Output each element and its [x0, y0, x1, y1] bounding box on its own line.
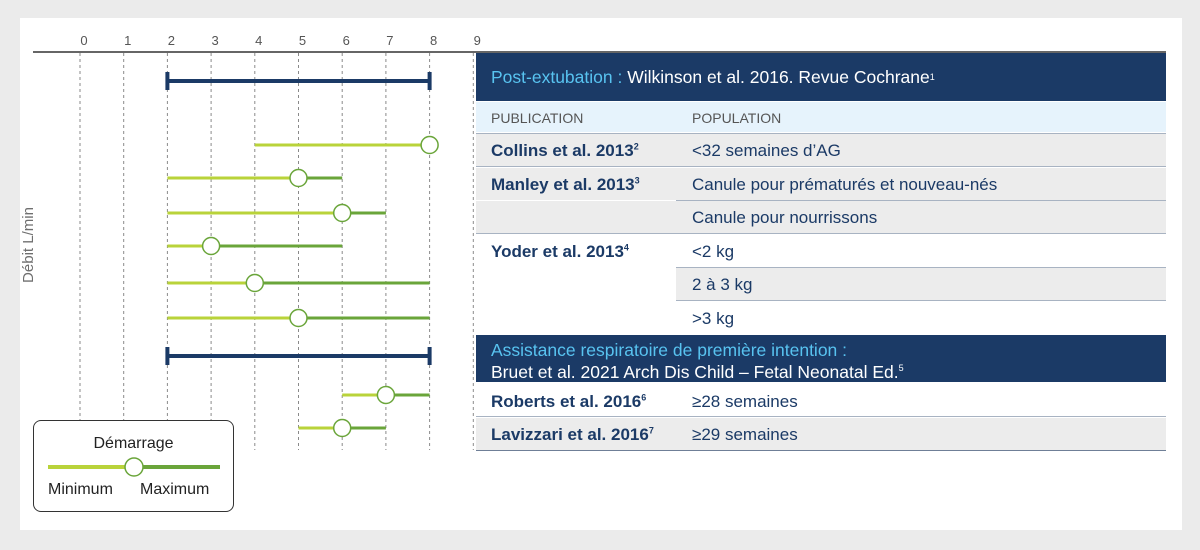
publication-cell: Roberts et al. 20166: [491, 392, 646, 412]
first-intention-source: Bruet et al. 2021 Arch Dis Child – Fetal…: [491, 361, 899, 382]
legend-min-label: Minimum: [48, 481, 113, 498]
publication-name: Yoder et al. 2013: [491, 242, 624, 261]
y-axis-label: Débit L/min: [20, 207, 37, 283]
table-row-yoder-2: 2 à 3 kg: [476, 268, 1166, 300]
population-cell: Canule pour prématurés et nouveau-nés: [692, 175, 998, 194]
population-cell: 2 à 3 kg: [692, 275, 753, 294]
start-marker: [376, 385, 396, 405]
post-extubation-header: Post-extubation : Wilkinson et al. 2016.…: [476, 53, 1166, 101]
publication-name: Collins et al. 2013: [491, 141, 634, 160]
population-cell: ≥29 semaines: [692, 425, 798, 444]
post-extubation-source: Wilkinson et al. 2016. Revue Cochrane: [627, 66, 930, 87]
column-header-publication: PUBLICATION: [491, 110, 584, 126]
x-tick-label: 7: [386, 33, 393, 48]
population-cell: ≥28 semaines: [692, 392, 798, 411]
population-cell: >3 kg: [692, 309, 735, 328]
row-divider: [476, 233, 1166, 234]
column-header-population: POPULATION: [692, 110, 782, 126]
start-marker: [289, 168, 308, 188]
table-row-manley-1: Manley et al. 20133 Canule pour prématur…: [476, 168, 1166, 200]
row-divider: [476, 133, 1166, 134]
x-tick-label: 9: [474, 33, 481, 48]
table-bottom-border: [476, 450, 1166, 451]
x-tick-label: 6: [343, 33, 350, 48]
reference-number: 2: [633, 141, 639, 152]
x-tick-label: 1: [124, 33, 131, 48]
start-marker: [245, 273, 265, 293]
first-intention-ref: 5: [898, 363, 904, 373]
start-marker: [332, 203, 352, 223]
population-cell-background: [676, 268, 1166, 300]
x-tick-label: 5: [299, 33, 306, 48]
population-cell: Canule pour nourrissons: [692, 208, 878, 227]
first-intention-header: Assistance respiratoire de première inte…: [476, 335, 1166, 382]
start-marker: [332, 418, 352, 438]
row-divider: [676, 300, 1166, 301]
publication-cell: Lavizzari et al. 20167: [491, 425, 654, 445]
table-row-manley-2: Canule pour nourrissons: [476, 201, 1166, 233]
row-divider: [476, 416, 1166, 417]
legend-swatch: [48, 457, 220, 477]
x-tick-label: 0: [80, 33, 87, 48]
row-divider: [476, 166, 1166, 167]
start-marker: [289, 308, 308, 328]
publication-cell: Yoder et al. 20134: [491, 242, 629, 262]
publication-name: Manley et al. 2013: [491, 175, 635, 194]
legend-start-label: Démarrage: [93, 435, 174, 452]
start-marker: [420, 135, 439, 155]
publication-cell: Collins et al. 20132: [491, 141, 639, 161]
table-row-roberts: Roberts et al. 20166 ≥28 semaines: [476, 385, 1166, 417]
publication-name: Lavizzari et al. 2016: [491, 425, 649, 444]
post-extubation-ref: 1: [929, 72, 935, 82]
table-row-collins: Collins et al. 20132 <32 semaines d’AG: [476, 134, 1166, 166]
reference-number: 6: [641, 392, 647, 403]
first-intention-label: Assistance respiratoire de première inte…: [491, 340, 848, 360]
legend-start-marker: [124, 457, 144, 477]
x-tick-label: 2: [168, 33, 175, 48]
table-row-yoder-1: Yoder et al. 20134 <2 kg: [476, 235, 1166, 267]
x-tick-label: 3: [211, 33, 218, 48]
table-row-yoder-3: >3 kg: [476, 302, 1166, 334]
legend-box: Démarrage Minimum Maximum: [33, 420, 234, 512]
reference-number: 3: [634, 175, 640, 186]
x-tick-label: 4: [255, 33, 262, 48]
row-divider: [676, 267, 1166, 268]
start-marker: [201, 236, 221, 256]
reference-number: 4: [623, 242, 629, 253]
publication-cell: Manley et al. 20133: [491, 175, 640, 195]
legend-max-label: Maximum: [140, 481, 210, 498]
population-cell: <32 semaines d’AG: [692, 141, 841, 160]
row-divider: [676, 200, 1166, 201]
table-row-lavizzari: Lavizzari et al. 20167 ≥29 semaines: [476, 418, 1166, 450]
reference-number: 7: [648, 425, 654, 436]
column-header-row: PUBLICATION POPULATION: [476, 102, 1166, 132]
x-tick-label: 8: [430, 33, 437, 48]
population-cell: <2 kg: [692, 242, 735, 261]
publication-name: Roberts et al. 2016: [491, 392, 642, 411]
post-extubation-label: Post-extubation :: [491, 66, 623, 87]
